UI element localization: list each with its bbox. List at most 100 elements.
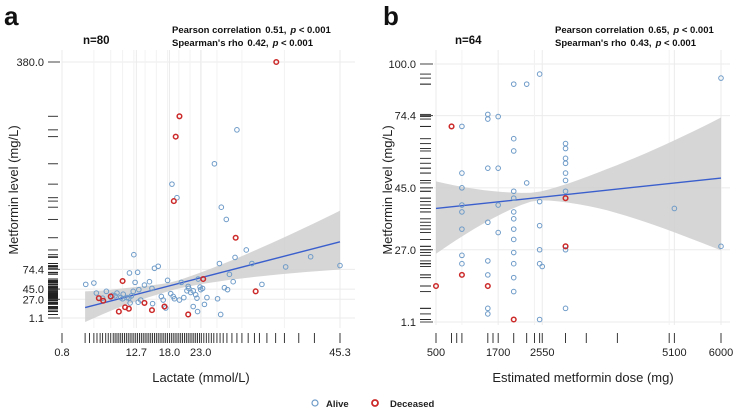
- point-alive: [562, 246, 569, 253]
- point-alive: [174, 194, 180, 201]
- point-alive: [234, 127, 240, 133]
- y-tick-label: 380.0: [16, 57, 44, 69]
- point-deceased: [185, 311, 192, 318]
- x-tick-label: 23.0: [190, 347, 211, 359]
- point-alive: [459, 260, 465, 267]
- x-axis-label: Lactate (mmol/L): [152, 370, 250, 385]
- point-alive: [485, 311, 491, 317]
- point-alive: [562, 145, 569, 152]
- point-alive: [224, 286, 231, 293]
- point-alive: [536, 246, 543, 253]
- x-tick-label: 2550: [530, 347, 554, 359]
- point-alive: [226, 271, 233, 278]
- point-alive: [141, 282, 148, 288]
- pearson-annotation: Pearson correlation 0.65, p < 0.001: [555, 25, 715, 36]
- x-tick-labels: 500 1700 2550 5100 6000: [427, 347, 733, 359]
- point-alive: [176, 297, 183, 303]
- panel-letter-a: a: [4, 1, 19, 31]
- point-deceased: [148, 307, 156, 314]
- point-alive: [562, 305, 569, 312]
- data-points: [82, 58, 343, 318]
- y-tick-label: 74.4: [395, 111, 416, 123]
- point-alive: [114, 290, 120, 296]
- point-alive: [485, 305, 491, 312]
- point-alive: [190, 303, 196, 310]
- confidence-band: [436, 117, 721, 254]
- point-alive: [510, 274, 517, 281]
- fit-line: [435, 177, 722, 210]
- legend-item-deceased: Deceased: [371, 399, 435, 410]
- point-deceased: [170, 198, 177, 205]
- y-tick-label: 1.1: [29, 313, 44, 325]
- y-tick-label: 45.0: [395, 183, 416, 195]
- x-tick-label: 500: [427, 347, 445, 359]
- point-alive: [510, 148, 517, 154]
- alive-marker-icon: [311, 399, 319, 407]
- point-alive: [192, 291, 199, 298]
- point-alive: [523, 81, 530, 87]
- point-alive: [510, 209, 517, 215]
- y-tick-label: 100.0: [388, 59, 416, 71]
- point-alive: [91, 280, 97, 286]
- point-alive: [149, 300, 156, 307]
- point-alive: [204, 294, 210, 301]
- point-alive: [536, 222, 543, 229]
- point-alive: [718, 243, 724, 250]
- point-deceased: [484, 282, 491, 290]
- point-alive: [459, 123, 465, 130]
- point-alive: [218, 204, 225, 211]
- sample-size-label: n=80: [83, 35, 110, 47]
- legend-label-deceased: Deceased: [390, 399, 435, 410]
- point-alive: [495, 113, 501, 120]
- x-axis-label: Estimated metformin dose (mg): [492, 370, 673, 385]
- point-alive: [127, 300, 133, 306]
- point-deceased: [252, 288, 259, 295]
- point-alive: [217, 311, 224, 318]
- point-alive: [510, 226, 517, 232]
- point-alive: [282, 264, 289, 270]
- point-alive: [459, 185, 465, 191]
- point-alive: [134, 269, 141, 276]
- point-alive: [510, 249, 517, 256]
- point-alive: [131, 251, 137, 258]
- point-alive: [211, 160, 218, 167]
- point-alive: [171, 295, 178, 302]
- y-tick-labels: 1.1 27.045.0 74.4 380.0: [16, 57, 60, 325]
- point-alive: [181, 294, 187, 301]
- point-alive: [510, 195, 517, 201]
- y-axis-label: Metformin level (mg/L): [380, 125, 395, 254]
- point-alive: [510, 216, 517, 222]
- point-alive: [510, 260, 517, 267]
- point-alive: [232, 254, 238, 261]
- point-alive: [136, 286, 142, 293]
- point-alive: [82, 281, 89, 288]
- point-deceased: [119, 277, 126, 285]
- point-alive: [485, 258, 491, 264]
- point-alive: [120, 291, 127, 297]
- point-deceased: [200, 275, 207, 283]
- point-alive: [243, 247, 250, 253]
- point-deceased: [125, 305, 132, 312]
- grid: [61, 50, 355, 328]
- confidence-band: [85, 210, 340, 322]
- point-alive: [169, 181, 175, 187]
- point-alive: [103, 288, 110, 295]
- point-alive: [132, 279, 138, 286]
- point-deceased: [562, 243, 569, 250]
- x-rug: [435, 333, 722, 343]
- point-alive: [523, 180, 530, 186]
- regression-line: [435, 177, 722, 210]
- point-alive: [459, 202, 465, 208]
- point-deceased: [172, 133, 179, 140]
- y-tick-label: 74.4: [23, 264, 44, 276]
- point-alive: [459, 209, 465, 215]
- point-alive: [510, 135, 517, 142]
- point-alive: [216, 260, 223, 267]
- point-alive: [126, 270, 133, 276]
- point-alive: [130, 288, 137, 295]
- point-alive: [495, 229, 501, 236]
- point-alive: [194, 295, 200, 301]
- point-alive: [197, 286, 204, 293]
- point-alive: [562, 155, 569, 162]
